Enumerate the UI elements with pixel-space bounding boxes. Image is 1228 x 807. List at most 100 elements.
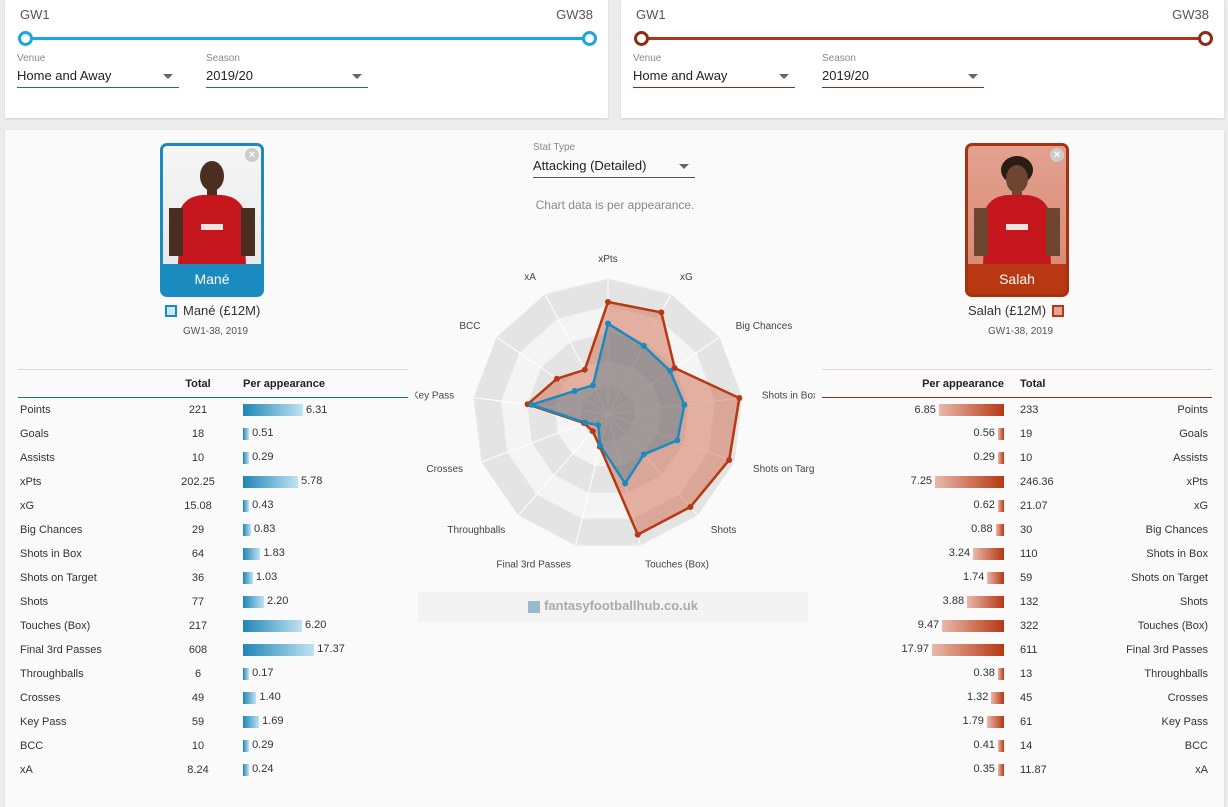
- radar-spoke: [496, 336, 609, 415]
- stat-total: 611: [1020, 643, 1038, 656]
- radar-axis-label: xA: [524, 272, 536, 283]
- stat-per-appearance: 1.03: [255, 571, 278, 584]
- stat-total: 59: [1020, 571, 1033, 584]
- stat-total: 49: [191, 691, 205, 704]
- player-card-right[interactable]: × Salah: [965, 143, 1069, 297]
- stat-total: 221: [188, 403, 208, 416]
- radar-axis-label: Throughballs: [447, 525, 505, 536]
- stat-per-appearance: 0.29: [973, 451, 995, 464]
- table-row: 1.32 45 Crosses: [822, 686, 1212, 710]
- stat-bar: [243, 715, 260, 728]
- stat-label: Points: [1177, 403, 1208, 416]
- stat-bar: [243, 619, 302, 632]
- close-icon[interactable]: ×: [1050, 148, 1064, 162]
- stat-label: xG: [20, 499, 35, 512]
- stat-type-select[interactable]: Attacking (Detailed): [533, 156, 695, 178]
- stat-type-label: Stat Type: [533, 142, 576, 153]
- stat-total: 19: [1020, 427, 1033, 440]
- gameweek-start-handle[interactable]: [634, 31, 649, 46]
- radar-spoke: [544, 294, 609, 415]
- stat-label: xPts: [1186, 475, 1208, 488]
- stat-per-appearance: 17.97: [901, 643, 929, 656]
- stat-bar: [995, 523, 1004, 536]
- venue-label: Venue: [633, 53, 662, 64]
- player-legend-right: Salah (£12M): [968, 303, 1065, 318]
- stat-label: Throughballs: [1144, 667, 1208, 680]
- venue-label: Venue: [17, 53, 46, 64]
- stat-per-appearance: 0.43: [252, 499, 274, 512]
- site-logo-icon: [528, 600, 541, 613]
- chevron-down-icon: [679, 164, 689, 169]
- radar-point: [726, 456, 733, 463]
- stat-bar: [998, 499, 1004, 512]
- table-row: Final 3rd Passes 608 17.37: [18, 638, 408, 662]
- radar-point: [582, 419, 589, 426]
- stat-type-value: Attacking (Detailed): [533, 158, 647, 173]
- stat-label: Shots on Target: [1131, 571, 1208, 584]
- stat-total: 15.08: [184, 499, 212, 512]
- venue-select[interactable]: Home and Away: [633, 66, 795, 88]
- radar-point: [687, 503, 694, 510]
- per-appearance-header: Per appearance: [243, 377, 325, 390]
- legend-swatch: [165, 304, 177, 317]
- table-row: 0.38 13 Throughballs: [822, 662, 1212, 686]
- venue-select[interactable]: Home and Away: [17, 66, 179, 88]
- stat-bar: [243, 403, 303, 416]
- player-name: Salah: [968, 264, 1066, 294]
- season-label: Season: [206, 53, 240, 64]
- season-select[interactable]: 2019/20: [206, 66, 368, 88]
- stat-per-appearance: 1.32: [966, 691, 989, 704]
- stat-per-appearance: 6.31: [306, 403, 328, 416]
- stat-bar: [243, 739, 249, 752]
- stat-per-appearance: 1.69: [262, 715, 284, 728]
- table-row: Touches (Box) 217 6.20: [18, 614, 408, 638]
- table-row: 1.79 61 Key Pass: [822, 710, 1212, 734]
- stat-label: Shots in Box: [1146, 547, 1208, 560]
- stat-label: BCC: [1184, 739, 1208, 752]
- radar-point: [671, 364, 678, 371]
- table-row: 1.74 59 Shots on Target: [822, 566, 1212, 590]
- radar-point: [605, 298, 611, 305]
- legend-label: Salah (£12M): [968, 303, 1047, 318]
- radar-spoke: [607, 413, 641, 546]
- stat-bar: [998, 763, 1004, 776]
- chevron-down-icon: [968, 74, 978, 79]
- close-icon[interactable]: ×: [245, 148, 259, 162]
- player-subline: GW1-38, 2019: [183, 326, 249, 337]
- table-row: xG 15.08 0.43: [18, 494, 408, 518]
- table-row: 0.35 11.87 xA: [822, 758, 1212, 782]
- stat-per-appearance: 6.20: [304, 619, 327, 632]
- gameweek-end-handle[interactable]: [1198, 31, 1213, 46]
- gameweek-end-handle[interactable]: [582, 31, 597, 46]
- stat-label: Crosses: [1167, 691, 1208, 704]
- stat-label: Final 3rd Passes: [20, 643, 102, 656]
- stat-label: Shots on Target: [20, 571, 97, 584]
- stat-total: 233: [1020, 403, 1039, 416]
- stat-per-appearance: 1.40: [259, 691, 281, 704]
- stat-bar: [243, 571, 253, 584]
- stat-bar: [243, 427, 249, 440]
- stat-label: Touches (Box): [20, 619, 91, 632]
- stat-bar: [991, 691, 1004, 704]
- stat-label: Shots: [20, 595, 49, 608]
- radar-series-mane: [527, 321, 686, 486]
- stat-bar: [243, 523, 251, 536]
- radar-point: [571, 387, 578, 394]
- radar-axis-label: xPts: [598, 254, 617, 265]
- gameweek-slider-track[interactable]: [641, 37, 1206, 40]
- stat-total: 202.25: [181, 475, 215, 488]
- stats-table-right: Per appearance Total 6.85 233 Points 0.56 …: [822, 369, 1212, 782]
- radar-axis-label: Key Pass: [415, 390, 454, 401]
- right-filter-panel: GW1 GW38 Venue Home and Away Season 2019…: [621, 0, 1224, 118]
- gameweek-slider-track[interactable]: [25, 37, 590, 40]
- watermark-text: fantasyfootballhub.co.uk: [544, 598, 698, 613]
- season-value: 2019/20: [822, 68, 869, 83]
- gw-end-label: GW38: [556, 7, 593, 22]
- radar-axis-label: xG: [680, 272, 693, 283]
- gameweek-start-handle[interactable]: [18, 31, 33, 46]
- table-row: BCC 10 0.29: [18, 734, 408, 758]
- stat-bar: [243, 667, 249, 680]
- player-card-left[interactable]: × Mané: [160, 143, 264, 297]
- season-select[interactable]: 2019/20: [822, 66, 984, 88]
- player-legend-left: Mané (£12M): [165, 303, 260, 318]
